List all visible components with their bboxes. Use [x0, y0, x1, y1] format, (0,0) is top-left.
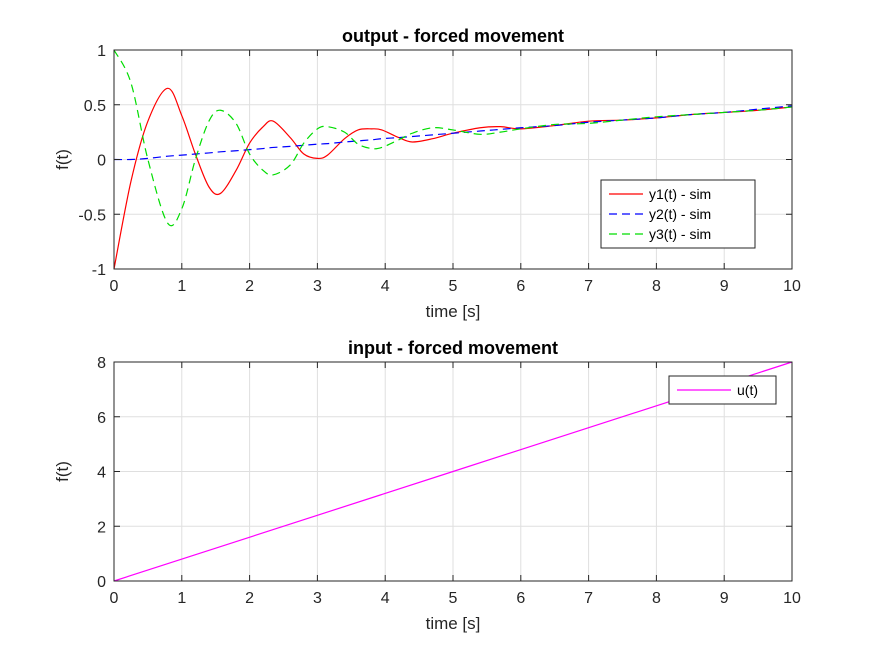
input-ticks: 0 1 2 3 4 5 6 7 8 9 10 0 2 4 6 8 — [97, 355, 801, 607]
output-y-tick-label: -0.5 — [78, 207, 106, 224]
output-series-line-3 — [113, 49, 793, 227]
output-y-tick-label: 0 — [97, 153, 106, 170]
output-x-tick-label: 0 — [110, 278, 119, 295]
output-y-axis-label: f(t) — [53, 149, 72, 170]
output-series-lines — [113, 49, 793, 270]
output-legend-label-2: y2(t) - sim — [649, 206, 711, 222]
input-y-tick-label: 6 — [97, 410, 106, 427]
output-x-tick-label: 6 — [516, 278, 525, 295]
output-x-tick-label: 10 — [783, 278, 801, 295]
input-x-tick-label: 1 — [177, 590, 186, 607]
input-legend: u(t) — [668, 375, 777, 405]
output-x-tick-label: 1 — [177, 278, 186, 295]
input-x-tick-label: 0 — [110, 590, 119, 607]
output-x-tick-label: 9 — [720, 278, 729, 295]
input-y-tick-label: 8 — [97, 355, 106, 372]
output-chart-title: output - forced movement — [342, 26, 564, 46]
input-chart-title: input - forced movement — [348, 338, 558, 358]
input-x-tick-label: 10 — [783, 590, 801, 607]
input-legend-label-1: u(t) — [737, 382, 758, 398]
input-y-tick-label: 2 — [97, 519, 106, 536]
input-x-tick-label: 4 — [381, 590, 390, 607]
input-x-tick-label: 3 — [313, 590, 322, 607]
output-x-axis-label: time [s] — [426, 302, 481, 321]
output-x-tick-label: 3 — [313, 278, 322, 295]
output-x-tick-label: 7 — [584, 278, 593, 295]
input-x-tick-label: 6 — [516, 590, 525, 607]
input-y-axis-label: f(t) — [53, 461, 72, 482]
output-legend-label-3: y3(t) - sim — [649, 226, 711, 242]
output-series-line-2 — [113, 105, 793, 161]
input-x-tick-label: 5 — [449, 590, 458, 607]
input-x-tick-label: 8 — [652, 590, 661, 607]
output-legend-label-1: y1(t) - sim — [649, 186, 711, 202]
input-y-tick-label: 4 — [97, 465, 106, 482]
input-x-tick-label: 2 — [245, 590, 254, 607]
input-x-axis-label: time [s] — [426, 614, 481, 633]
output-ticks: 0 1 2 3 4 5 6 7 8 9 10 -1 -0.5 0 0.5 1 — [78, 43, 801, 295]
input-y-tick-label: 0 — [97, 574, 106, 591]
input-x-tick-label: 7 — [584, 590, 593, 607]
output-x-tick-label: 2 — [245, 278, 254, 295]
output-y-tick-label: -1 — [92, 262, 106, 279]
output-x-tick-label: 5 — [449, 278, 458, 295]
output-subplot: 0 1 2 3 4 5 6 7 8 9 10 -1 -0.5 0 0.5 1 output - forced … — [53, 26, 801, 321]
input-x-tick-label: 9 — [720, 590, 729, 607]
output-series-line-1 — [113, 87, 793, 270]
output-x-tick-label: 8 — [652, 278, 661, 295]
input-subplot: 0 1 2 3 4 5 6 7 8 9 10 0 2 4 6 8 input - forced movemen… — [53, 338, 801, 633]
output-y-tick-label: 0.5 — [84, 98, 106, 115]
output-x-tick-label: 4 — [381, 278, 390, 295]
output-legend: y1(t) - sim y2(t) - sim y3(t) - sim — [600, 179, 756, 249]
output-y-tick-label: 1 — [97, 43, 106, 60]
